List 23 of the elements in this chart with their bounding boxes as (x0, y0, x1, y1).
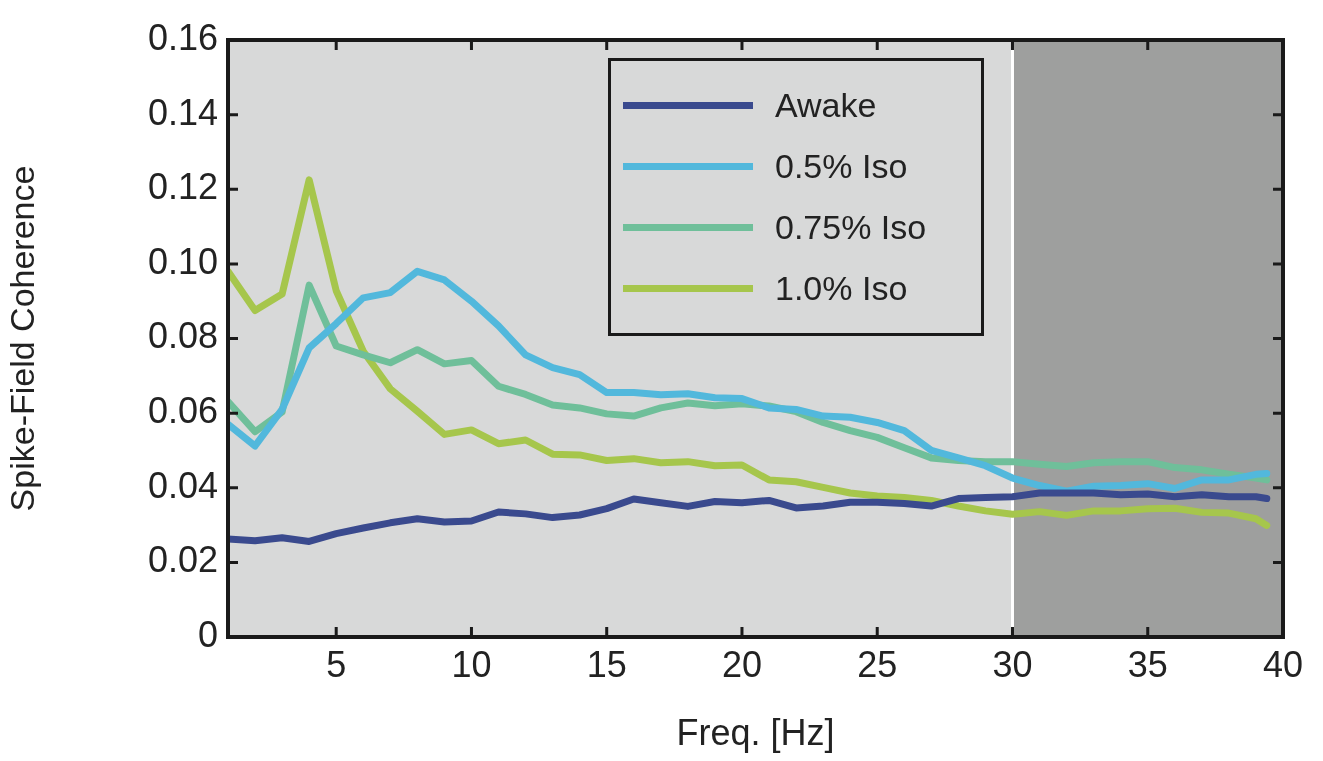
y-tick-label: 0.04 (147, 464, 218, 506)
y-tick-label: 0.16 (147, 16, 218, 58)
x-tick-label: 35 (1127, 643, 1168, 685)
y-tick-label: 0.12 (147, 166, 218, 208)
y-tick-label: 0.08 (147, 315, 218, 357)
x-tick-label: 30 (992, 643, 1033, 685)
x-tick-label: 25 (857, 643, 898, 685)
legend-label: 0.75% Iso (775, 208, 927, 247)
x-tick-label: 5 (326, 643, 347, 685)
x-tick-label: 40 (1262, 643, 1304, 685)
x-tick-label: 15 (586, 643, 627, 685)
x-tick-label: 10 (451, 643, 492, 685)
y-axis-title: Spike-Field Coherence (2, 165, 41, 512)
legend-label: 0.5% Iso (775, 147, 908, 186)
x-axis-title: Freq. [Hz] (676, 712, 835, 754)
y-tick-label: 0.02 (147, 539, 218, 581)
y-tick-label: 0.06 (147, 390, 218, 432)
x-tick-label: 20 (721, 643, 762, 685)
y-tick-label: 0.14 (147, 91, 218, 133)
y-tick-label: 0.10 (147, 240, 218, 282)
legend-label: Awake (775, 86, 877, 125)
legend-label: 1.0% Iso (775, 269, 908, 308)
y-tick-label: 0 (197, 613, 218, 655)
